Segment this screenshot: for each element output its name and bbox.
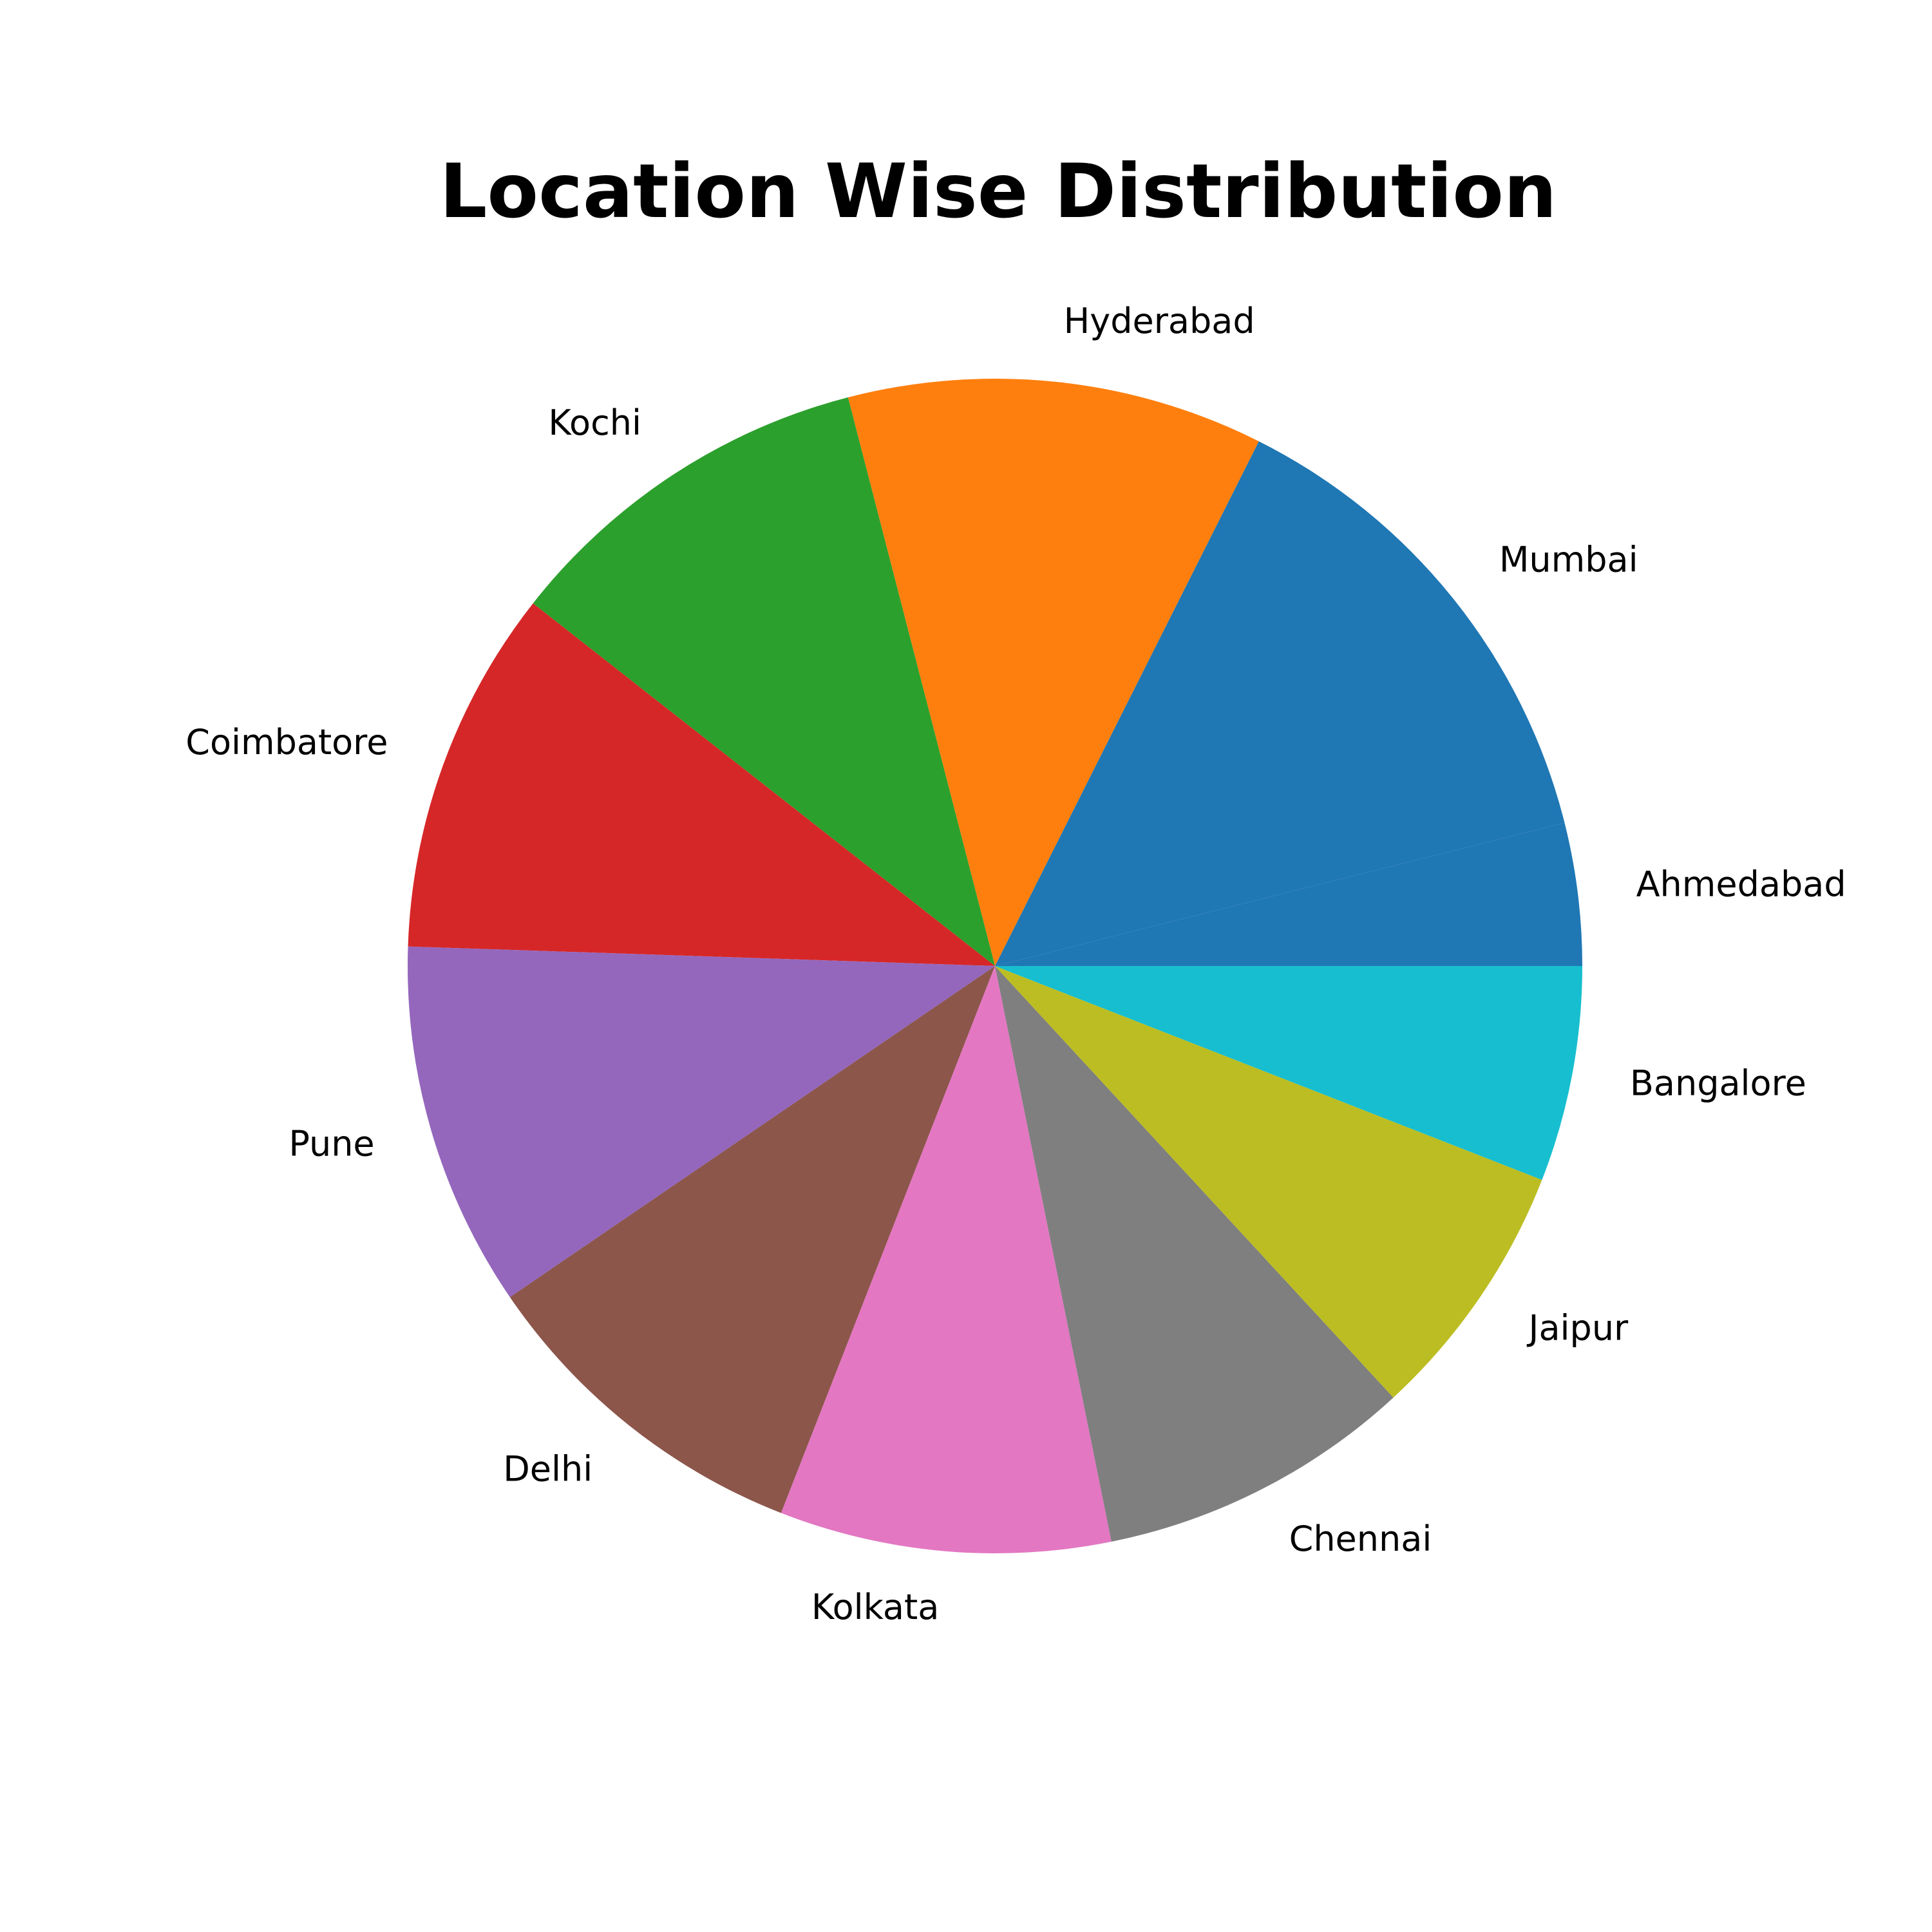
pie-label-pune: Pune [289,1124,374,1164]
pie-slice-kochi [533,397,995,966]
pie-slice-chennai [995,966,1394,1542]
pie-slice-jaipur [995,966,1542,1398]
pie-label-delhi: Delhi [503,1449,592,1490]
pie-slice-kolkata [781,966,1112,1553]
pie-slice-delhi [509,966,995,1513]
pie-label-ahmedabad: Ahmedabad [1636,864,1846,904]
chart-title: Location Wise Distribution [440,148,1557,235]
pie-slice-bangalore [995,966,1582,1180]
pie-labels: Ahmedabad Mumbai Hyderabad Kochi Coimbatore P… [185,301,1846,1627]
pie-label-kochi: Kochi [548,402,641,443]
pie-label-coimbatore: Coimbatore [185,722,388,762]
pie-label-hyderabad: Hyderabad [1064,301,1255,341]
pie-slice-mumbai [995,441,1565,966]
pie-label-jaipur: Jaipur [1527,1307,1629,1348]
pie-slice-hyderabad [848,379,1259,966]
pie-slice-ahmedabad [995,822,1582,966]
pie-label-mumbai: Mumbai [1499,539,1638,580]
pie-slice-coimbatore [408,603,995,966]
pie-slices [408,379,1582,1553]
pie-label-kolkata: Kolkata [811,1587,939,1627]
pie-label-bangalore: Bangalore [1630,1063,1806,1104]
pie-label-chennai: Chennai [1289,1519,1432,1559]
pie-slice-pune [408,946,995,1298]
